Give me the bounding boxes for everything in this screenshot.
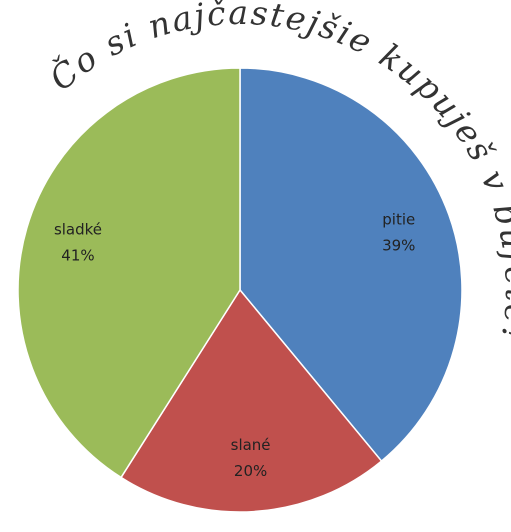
slice-label: pitie — [382, 210, 415, 228]
slice-label: sladké — [54, 220, 102, 238]
pie-slice — [239, 67, 463, 463]
pie-slice — [120, 288, 383, 513]
slice-value: 20% — [234, 462, 267, 480]
slice-value: 41% — [61, 246, 94, 264]
slice-value: 39% — [382, 236, 415, 254]
pie-slice — [17, 67, 241, 479]
slice-label: slané — [231, 436, 271, 454]
pie — [17, 67, 463, 513]
